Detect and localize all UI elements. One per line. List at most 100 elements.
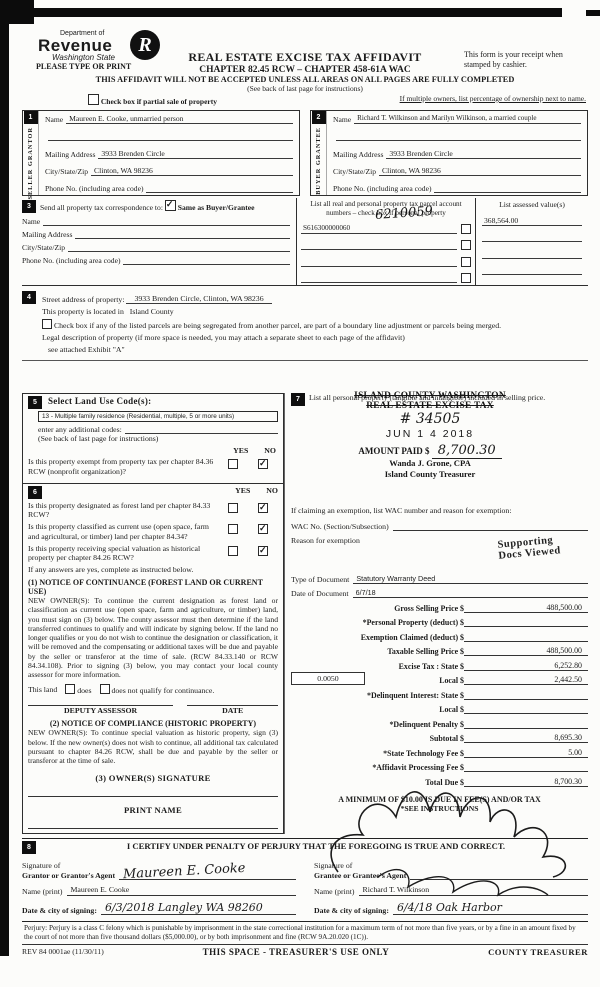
located-in-label: This property is located in [42,307,124,317]
state-technology-fee-value[interactable]: 5.00 [464,748,588,758]
grantor-date-field[interactable]: 6/3/2018 Langley WA 98260 [100,901,296,916]
parcel-field-4[interactable] [301,273,457,284]
excise-tax-local-value[interactable]: 2,442.50 [464,675,588,686]
yes-header-2: YES [235,485,251,495]
assessed-values-column: List assessed value(s) 368,564.00 [476,198,588,285]
exemption-claimed-value[interactable] [464,632,588,642]
print-name-line[interactable] [28,828,278,830]
assessed-header: List assessed value(s) [499,200,565,209]
buyer-name-extra-field[interactable] [336,131,581,142]
grantee-signature-field[interactable] [410,869,588,881]
personal-property-deduct-value[interactable] [464,617,588,628]
corr-name-label: Name [22,217,41,226]
notice-continuance-title: (1) NOTICE OF CONTINUANCE (FOREST LAND O… [28,578,263,597]
grantee-date-field[interactable]: 6/4/18 Oak Harbor [392,901,588,916]
segregated-checkbox[interactable] [42,319,52,330]
historic-yes-checkbox[interactable] [228,545,238,556]
assessed-value-4[interactable] [482,265,582,275]
grantor-signature-field[interactable]: Maureen E. Cooke [119,861,296,882]
street-address-field[interactable]: 3933 Brenden Circle, Clinton, WA 98236 [126,294,272,305]
certify-statement: I CERTIFY UNDER PENALTY OF PERJURY THAT … [126,841,506,852]
same-as-buyer-checkbox[interactable] [164,199,176,211]
type-of-document-field[interactable]: Statutory Warranty Deed [353,574,588,585]
taxable-selling-price-value[interactable]: 488,500.00 [464,646,588,657]
local-rate-box[interactable]: 0.0050 [291,672,365,686]
excise-tax-state-label: Excise Tax : State $ [398,661,464,671]
corr-name-field[interactable] [43,216,290,226]
multiple-owners-note: If multiple owners, list percentage of o… [399,94,586,103]
form-header: Department of Revenue Washington State R… [22,24,588,110]
delinquent-interest-state-value[interactable] [464,690,588,700]
owners-signature-line[interactable] [28,796,278,798]
seller-mailing-field[interactable]: 3933 Brenden Circle [98,149,293,159]
current-use-yes-checkbox[interactable] [228,524,238,535]
total-due-value[interactable]: 8,700.30 [464,777,588,787]
date-of-document-label: Date of Document [291,589,349,599]
buyer-mailing-field[interactable]: 3933 Brenden Circle [386,149,581,159]
excise-tax-state-value[interactable]: 6,252.80 [464,661,588,671]
personal-property-checkbox-3[interactable] [461,256,471,267]
section-6-number: 6 [28,485,42,499]
exempt-no-checkbox[interactable] [258,458,268,470]
legal-description-value[interactable]: see attached Exhibit "A" [48,345,125,355]
parcel-field-2[interactable] [301,240,457,251]
section-2-number: 2 [311,111,326,124]
land-use-code-select[interactable]: 13 - Multiple family residence (Resident… [38,411,278,423]
personal-property-checkbox-1[interactable] [461,223,471,234]
state-technology-fee-label: *State Technology Fee $ [383,748,464,758]
grantor-print-field[interactable]: Maureen E. Cooke [66,885,296,897]
excise-tax-local-label: Local $ [439,676,464,686]
scan-artifact-top-bar [0,8,562,17]
buyer-phone-field[interactable] [434,183,581,193]
does-label: does [77,686,92,696]
corr-mailing-label: Mailing Address [22,230,73,239]
gross-selling-price-value[interactable]: 488,500.00 [464,603,588,613]
personal-property-checkbox-2[interactable] [461,240,471,251]
deputy-assessor-sign-line[interactable] [28,705,174,707]
assessor-date-line[interactable] [187,705,278,707]
treasurer-name: Wanda J. Grone, CPA [389,458,471,469]
assessed-value-1[interactable]: 368,564.00 [482,216,582,226]
correspondence-row: Send all property tax correspondence to:… [40,199,255,212]
forest-no-checkbox[interactable] [258,502,268,513]
affidavit-processing-fee-value[interactable] [464,762,588,773]
assessed-value-2[interactable] [482,232,582,242]
corr-phone-field[interactable] [123,255,290,265]
partial-sale-checkbox[interactable] [88,94,99,105]
historic-no-checkbox[interactable] [258,545,268,556]
buyer-csz-field[interactable]: Clinton, WA 98236 [379,166,581,176]
this-land-label: This land [28,685,58,695]
stamp-date: JUN 1 4 2018 [385,428,475,441]
land-does-not-checkbox[interactable] [99,684,110,695]
assessed-value-3[interactable] [482,249,582,259]
parcel-field-3[interactable] [301,257,457,267]
corr-csz-field[interactable] [68,242,290,252]
buyer-mailing-label: Mailing Address [333,149,384,159]
land-does-checkbox[interactable] [65,684,76,695]
legal-description-label: Legal description of property (if more s… [42,333,405,343]
exempt-yes-checkbox[interactable] [228,459,238,470]
notice-compliance-body: NEW OWNER(S): To continue special valuat… [28,728,278,766]
seller-phone-field[interactable] [146,183,293,193]
parcel-field-1[interactable]: S616300000060 [301,224,457,234]
total-due-label: Total Due $ [425,777,464,787]
grantee-print-field[interactable]: Richard T. Wilkinson [358,885,588,897]
additional-codes-field[interactable] [124,424,278,435]
date-of-document-field[interactable]: 6/7/18 [352,588,588,599]
delinquent-penalty-value[interactable] [464,719,588,729]
delinquent-interest-local-value[interactable] [464,704,588,715]
seller-csz-field[interactable]: Clinton, WA 98236 [91,166,293,176]
subtotal-value[interactable]: 8,695.30 [464,733,588,744]
wac-number-field[interactable] [392,521,588,532]
delinquent-interest-state-label: *Delinquent Interest: State $ [367,690,464,700]
correspondence-label: Send all property tax correspondence to: [40,203,163,212]
buyer-name-field[interactable]: Richard T. Wilkinson and Marilyn Wilkins… [354,114,581,124]
seller-name-extra-field[interactable] [48,131,293,142]
forest-yes-checkbox[interactable] [228,502,238,513]
seller-name-field[interactable]: Maureen E. Cooke, unmarried person [66,114,293,124]
current-use-no-checkbox[interactable] [258,523,268,535]
located-in-value[interactable]: Island County [129,307,174,317]
personal-property-checkbox-4[interactable] [461,273,471,284]
corr-mailing-field[interactable] [75,229,290,239]
please-type-label: PLEASE TYPE OR PRINT [36,62,132,71]
